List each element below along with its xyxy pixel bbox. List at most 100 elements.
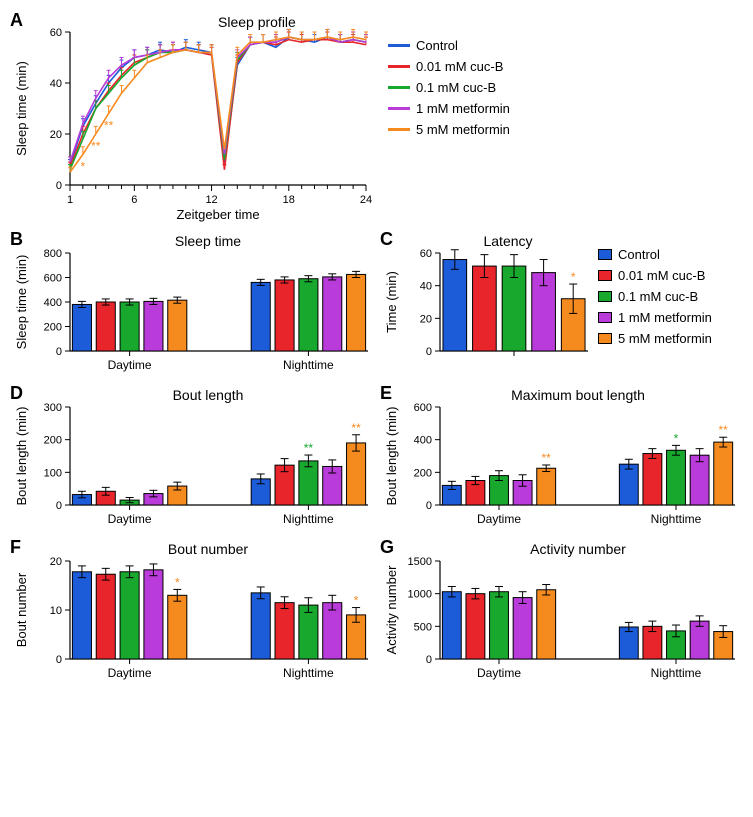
legend-label-met_1: 1 mM metformin bbox=[416, 101, 510, 116]
svg-text:40: 40 bbox=[420, 281, 432, 293]
svg-text:**: ** bbox=[542, 451, 552, 465]
legend-swatch-met_1 bbox=[388, 107, 410, 110]
legend-A: Control 0.01 mM cuc-B 0.1 mM cuc-B 1 mM met… bbox=[378, 8, 510, 223]
svg-text:200: 200 bbox=[44, 435, 62, 447]
svg-text:0: 0 bbox=[56, 346, 62, 358]
svg-text:60: 60 bbox=[420, 248, 432, 260]
chart-G-svg: 050010001500Activity numberDaytimeNightt… bbox=[378, 535, 745, 685]
chart-E-svg: 0200400600Bout length (min)DaytimeNightt… bbox=[378, 381, 745, 531]
legend-label-control: Control bbox=[416, 38, 458, 53]
svg-text:0: 0 bbox=[426, 346, 432, 358]
legend-item-control: Control bbox=[388, 38, 510, 53]
title-E: Maximum bout length bbox=[511, 387, 645, 403]
svg-text:0: 0 bbox=[56, 500, 62, 512]
svg-text:200: 200 bbox=[414, 467, 432, 479]
svg-text:10: 10 bbox=[50, 605, 62, 617]
panel-label-F: F bbox=[10, 537, 21, 558]
svg-text:20: 20 bbox=[420, 313, 432, 325]
panel-E: E Maximum bout length 0200400600Bout len… bbox=[378, 381, 745, 531]
panel-A: A Sleep profile 020406016121824Zeitgeber… bbox=[8, 8, 378, 223]
svg-text:**: ** bbox=[719, 423, 729, 437]
svg-text:Bout number: Bout number bbox=[14, 572, 29, 647]
svg-text:Daytime: Daytime bbox=[108, 358, 152, 372]
svg-text:Nighttime: Nighttime bbox=[283, 512, 334, 526]
svg-text:Nighttime: Nighttime bbox=[283, 666, 334, 680]
svg-text:1: 1 bbox=[67, 194, 73, 206]
legend-swatch-cucB_0_1 bbox=[598, 291, 612, 302]
svg-text:**: ** bbox=[104, 119, 114, 133]
svg-text:Zeitgeber time: Zeitgeber time bbox=[176, 207, 259, 222]
panel-C: C Latency 0 20 40 60 Time (min) * bbox=[378, 227, 598, 377]
legend-swatch-control bbox=[598, 249, 612, 260]
svg-text:24: 24 bbox=[360, 194, 372, 206]
svg-text:Daytime: Daytime bbox=[108, 666, 152, 680]
svg-text:**: ** bbox=[304, 441, 314, 455]
legend-item-cucB_0_01: 0.01 mM cuc-B bbox=[598, 268, 712, 283]
svg-text:Daytime: Daytime bbox=[477, 666, 521, 680]
svg-text:6: 6 bbox=[131, 194, 137, 206]
svg-text:Activity number: Activity number bbox=[384, 565, 399, 655]
svg-text:1000: 1000 bbox=[408, 589, 432, 601]
svg-text:200: 200 bbox=[44, 322, 62, 334]
svg-text:100: 100 bbox=[44, 467, 62, 479]
legend-item-met_5: 5 mM metformin bbox=[598, 331, 712, 346]
panel-label-A: A bbox=[10, 10, 23, 31]
panel-label-B: B bbox=[10, 229, 23, 250]
panel-label-C: C bbox=[380, 229, 393, 250]
legend-swatch-met_1 bbox=[598, 312, 612, 323]
svg-text:Daytime: Daytime bbox=[477, 512, 521, 526]
svg-text:300: 300 bbox=[44, 402, 62, 414]
svg-text:0: 0 bbox=[426, 500, 432, 512]
svg-text:0: 0 bbox=[426, 654, 432, 666]
svg-text:800: 800 bbox=[44, 248, 62, 260]
legend-label-met_1: 1 mM metformin bbox=[618, 310, 712, 325]
legend-swatch-control bbox=[388, 44, 410, 47]
svg-text:18: 18 bbox=[283, 194, 295, 206]
svg-text:60: 60 bbox=[50, 27, 62, 39]
panel-G: G Activity number 050010001500Activity n… bbox=[378, 535, 745, 685]
legend-item-cucB_0_1: 0.1 mM cuc-B bbox=[388, 80, 510, 95]
legend-C: Control 0.01 mM cuc-B 0.1 mM cuc-B 1 mM met… bbox=[598, 227, 712, 377]
legend-label-cucB_0_01: 0.01 mM cuc-B bbox=[416, 59, 503, 74]
svg-text:*: * bbox=[175, 575, 180, 589]
svg-text:600: 600 bbox=[414, 402, 432, 414]
legend-item-control: Control bbox=[598, 247, 712, 262]
legend-item-cucB_0_1: 0.1 mM cuc-B bbox=[598, 289, 712, 304]
panel-label-D: D bbox=[10, 383, 23, 404]
title-D: Bout length bbox=[173, 387, 244, 403]
panel-D: D Bout length 0100200300Bout length (min… bbox=[8, 381, 378, 531]
svg-text:1500: 1500 bbox=[408, 556, 432, 568]
svg-text:**: ** bbox=[351, 421, 361, 435]
legend-label-cucB_0_01: 0.01 mM cuc-B bbox=[618, 268, 705, 283]
legend-swatch-cucB_0_01 bbox=[388, 65, 410, 68]
svg-text:Sleep time (min): Sleep time (min) bbox=[14, 255, 29, 350]
svg-text:12: 12 bbox=[205, 194, 217, 206]
svg-text:600: 600 bbox=[44, 273, 62, 285]
svg-text:*: * bbox=[571, 270, 576, 284]
legend-item-met_1: 1 mM metformin bbox=[388, 101, 510, 116]
svg-text:*: * bbox=[354, 594, 359, 608]
legend-label-cucB_0_1: 0.1 mM cuc-B bbox=[618, 289, 698, 304]
svg-text:400: 400 bbox=[44, 297, 62, 309]
svg-text:Nighttime: Nighttime bbox=[651, 666, 702, 680]
panel-B: B Sleep time 0200400600800Sleep time (mi… bbox=[8, 227, 378, 377]
title-B: Sleep time bbox=[175, 233, 241, 249]
chart-F-svg: 01020Bout numberDaytimeNighttime** bbox=[8, 535, 378, 685]
svg-text:Time (min): Time (min) bbox=[384, 271, 399, 333]
chart-D-svg: 0100200300Bout length (min)DaytimeNightt… bbox=[8, 381, 378, 531]
svg-text:Sleep time (min): Sleep time (min) bbox=[14, 61, 29, 156]
svg-text:*: * bbox=[674, 431, 679, 445]
chart-B-svg: 0200400600800Sleep time (min)DaytimeNigh… bbox=[8, 227, 378, 377]
legend-item-cucB_0_01: 0.01 mM cuc-B bbox=[388, 59, 510, 74]
figure-root: A Sleep profile 020406016121824Zeitgeber… bbox=[8, 8, 745, 685]
legend-item-met_5: 5 mM metformin bbox=[388, 122, 510, 137]
svg-text:0: 0 bbox=[56, 180, 62, 192]
legend-swatch-met_5 bbox=[388, 128, 410, 131]
svg-text:40: 40 bbox=[50, 78, 62, 90]
chart-C-svg: 0 20 40 60 Time (min) * bbox=[378, 227, 598, 377]
title-C: Latency bbox=[483, 233, 532, 249]
svg-text:Nighttime: Nighttime bbox=[651, 512, 702, 526]
svg-text:0: 0 bbox=[56, 654, 62, 666]
svg-text:Bout length (min): Bout length (min) bbox=[384, 407, 399, 506]
title-G: Activity number bbox=[530, 541, 626, 557]
